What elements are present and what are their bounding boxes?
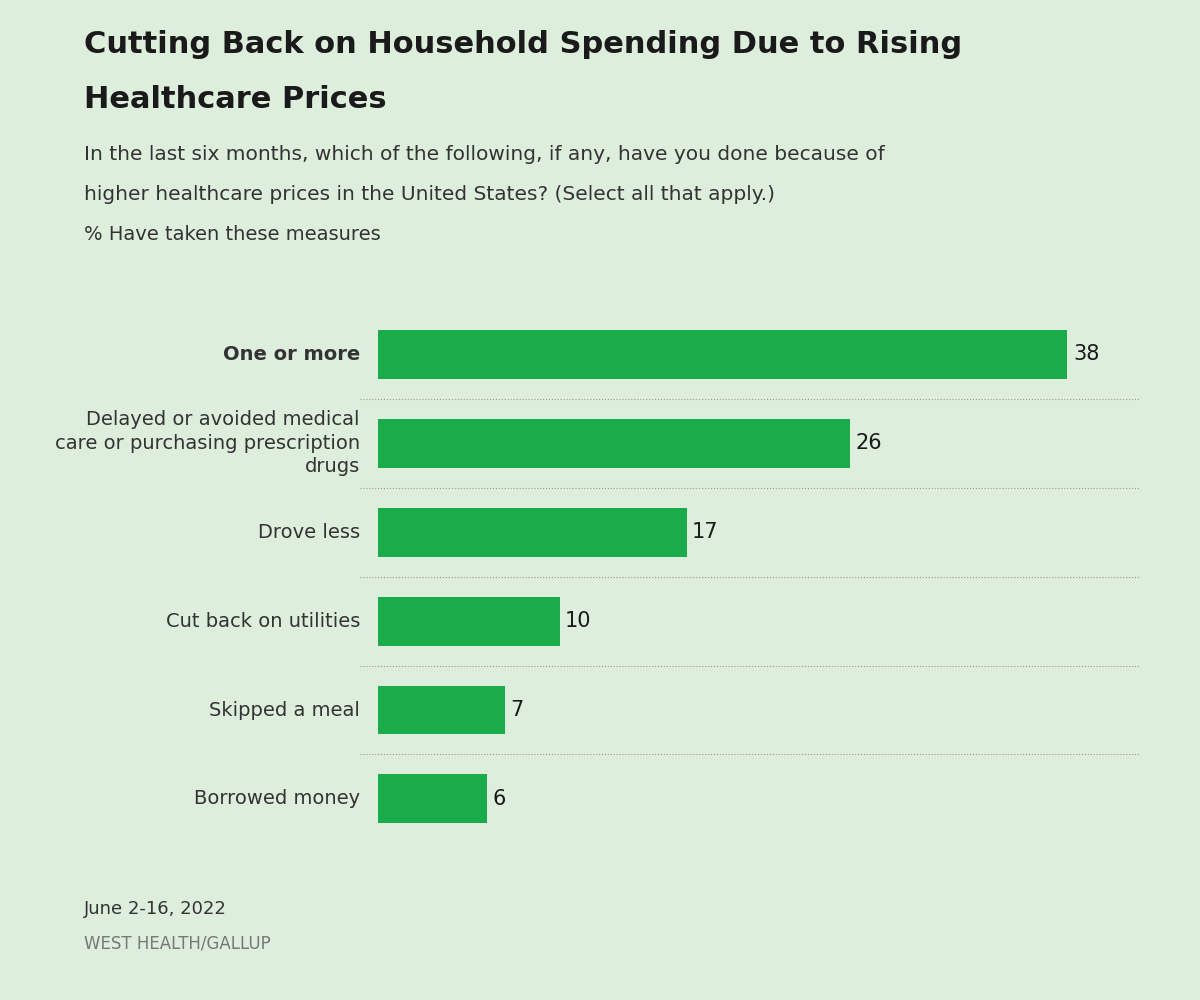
Text: Skipped a meal: Skipped a meal (209, 700, 360, 719)
Bar (378, 330, 1068, 379)
Text: Borrowed money: Borrowed money (194, 789, 360, 808)
Text: Drove less: Drove less (258, 523, 360, 542)
Text: WEST HEALTH/GALLUP: WEST HEALTH/GALLUP (84, 935, 271, 953)
Text: 38: 38 (1073, 344, 1099, 364)
Text: 7: 7 (510, 700, 524, 720)
Text: Cut back on utilities: Cut back on utilities (166, 612, 360, 631)
Text: One or more: One or more (223, 345, 360, 364)
Text: Healthcare Prices: Healthcare Prices (84, 85, 386, 114)
Text: June 2-16, 2022: June 2-16, 2022 (84, 900, 227, 918)
Bar (378, 774, 487, 823)
Text: 26: 26 (856, 433, 882, 453)
Bar (378, 686, 505, 734)
Text: higher healthcare prices in the United States? (Select all that apply.): higher healthcare prices in the United S… (84, 185, 775, 204)
Bar (378, 419, 850, 468)
Text: Cutting Back on Household Spending Due to Rising: Cutting Back on Household Spending Due t… (84, 30, 962, 59)
Text: 10: 10 (565, 611, 592, 631)
Text: Delayed or avoided medical
care or purchasing prescription
drugs: Delayed or avoided medical care or purch… (55, 410, 360, 476)
Text: % Have taken these measures: % Have taken these measures (84, 225, 380, 244)
Bar (378, 597, 559, 646)
Bar (378, 508, 686, 557)
Text: 6: 6 (492, 789, 505, 809)
Text: 17: 17 (692, 522, 719, 542)
Text: In the last six months, which of the following, if any, have you done because of: In the last six months, which of the fol… (84, 145, 884, 164)
